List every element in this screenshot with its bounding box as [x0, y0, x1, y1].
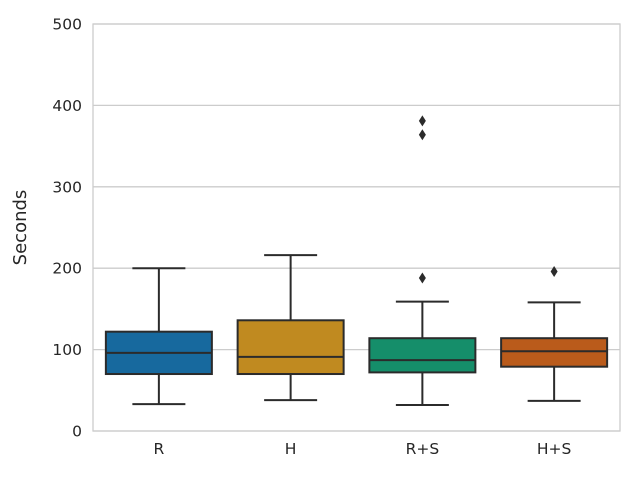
x-tick-label: R — [153, 440, 164, 458]
outlier-marker — [418, 129, 426, 141]
box-group-R+S — [368, 115, 477, 406]
box-group-H — [236, 254, 345, 402]
y-tick-label: 100 — [52, 341, 82, 359]
box-H+S — [500, 337, 609, 368]
x-tick-label: H+S — [537, 440, 571, 458]
y-tick-label: 0 — [72, 423, 82, 441]
y-tick-label: 500 — [52, 16, 82, 34]
box-R+S — [368, 337, 477, 374]
y-tick-label: 400 — [52, 97, 82, 115]
box-H — [236, 319, 345, 376]
x-tick-label: R+S — [406, 440, 440, 458]
y-tick-label: 200 — [52, 260, 82, 278]
box-group-R — [104, 267, 213, 406]
box-group-H+S — [500, 265, 609, 402]
y-axis-label: Seconds — [10, 190, 31, 266]
axes-border — [92, 23, 621, 432]
outlier-marker — [418, 272, 426, 284]
x-tick-label: H — [285, 440, 297, 458]
outlier-marker — [550, 265, 558, 277]
outlier-marker — [418, 115, 426, 127]
y-tick-label: 300 — [52, 178, 82, 196]
